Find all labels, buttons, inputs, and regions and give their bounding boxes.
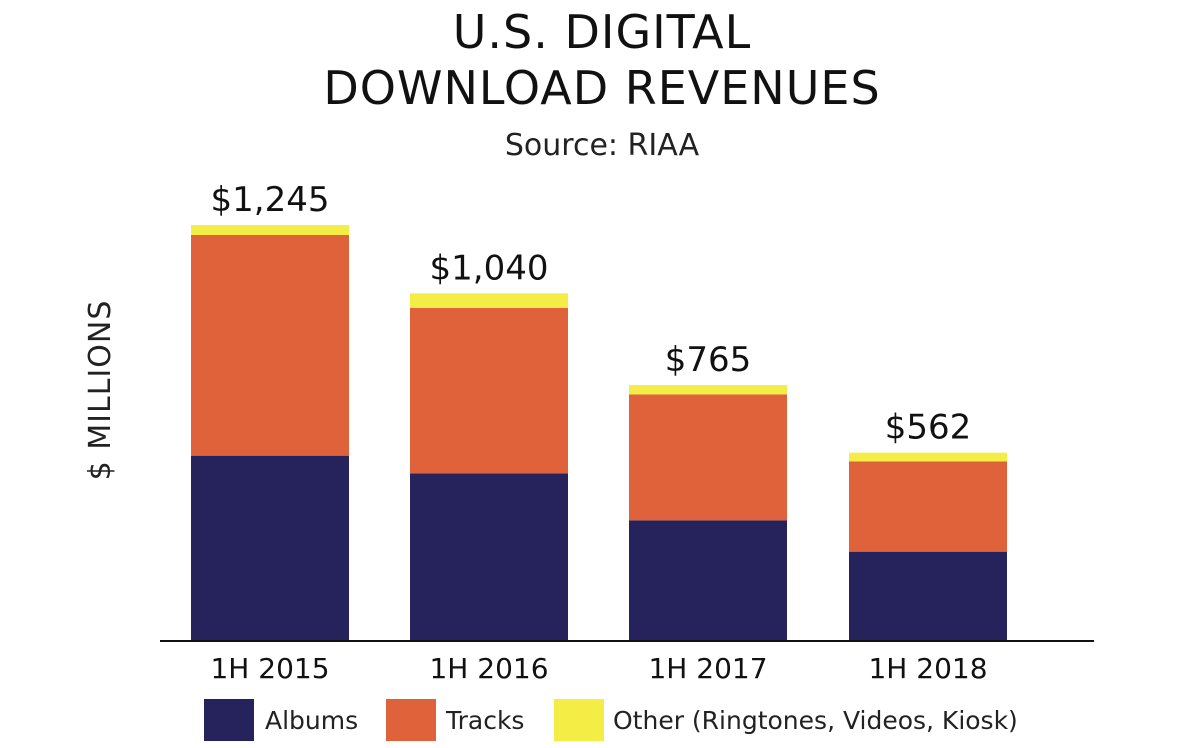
bar-tracks-1h-2017 <box>629 394 787 521</box>
bar-other-1h-2018 <box>849 452 1007 462</box>
legend-label-tracks: Tracks <box>445 706 524 735</box>
x-tick-label: 1H 2018 <box>868 652 987 685</box>
total-label: $765 <box>665 340 752 380</box>
bar-albums-1h-2018 <box>849 551 1007 640</box>
legend-swatch-tracks <box>386 699 436 741</box>
y-axis-label: $ MILLIONS <box>83 300 118 481</box>
bar-albums-1h-2015 <box>191 455 349 640</box>
bars-layer <box>191 225 1007 640</box>
bar-albums-1h-2016 <box>410 473 568 640</box>
bar-other-1h-2015 <box>191 225 349 235</box>
bar-other-1h-2016 <box>410 293 568 308</box>
total-label: $1,040 <box>430 248 549 288</box>
total-label: $1,245 <box>211 180 330 220</box>
bar-tracks-1h-2018 <box>849 461 1007 552</box>
chart-title-line-1: U.S. DIGITAL <box>453 5 752 59</box>
legend-label-albums: Albums <box>265 706 358 735</box>
legend-swatch-albums <box>204 699 254 741</box>
x-tick-label: 1H 2016 <box>429 652 548 685</box>
chart-title-line-2: DOWNLOAD REVENUES <box>323 61 880 115</box>
legend: Albums Tracks Other (Ringtones, Videos, Ki… <box>204 699 1018 741</box>
bar-tracks-1h-2015 <box>191 235 349 456</box>
legend-label-other: Other (Ringtones, Videos, Kiosk) <box>613 706 1018 735</box>
bar-albums-1h-2017 <box>629 520 787 640</box>
chart-subtitle: Source: RIAA <box>505 128 700 163</box>
x-tick-label: 1H 2017 <box>648 652 767 685</box>
x-tick-label: 1H 2015 <box>210 652 329 685</box>
legend-swatch-other <box>554 699 604 741</box>
total-label: $562 <box>885 408 972 448</box>
bar-tracks-1h-2016 <box>410 308 568 474</box>
labels-layer: $1,245 1H 2015 $1,040 1H 2016 $765 1H 2017 $56… <box>210 180 987 685</box>
bar-other-1h-2017 <box>629 385 787 395</box>
